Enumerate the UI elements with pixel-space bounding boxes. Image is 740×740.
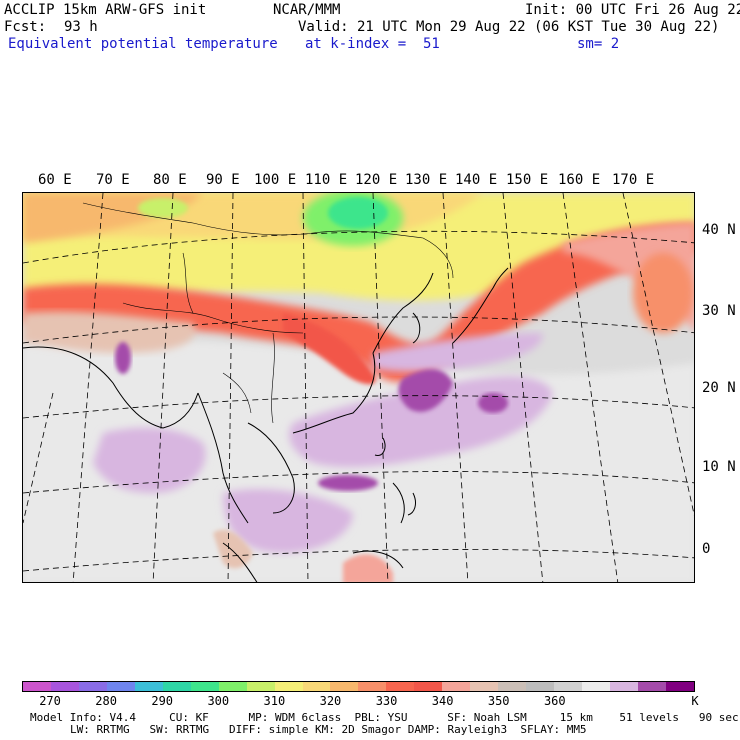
model-title: ACCLIP 15km ARW-GFS init xyxy=(4,2,207,18)
colorbar-segment xyxy=(302,682,331,691)
valid-time: Valid: 21 UTC Mon 29 Aug 22 (06 KST Tue … xyxy=(298,19,720,35)
lat-label: 0 xyxy=(702,541,711,557)
lat-label: 40 N xyxy=(702,222,736,238)
colorbar-segment xyxy=(665,682,694,691)
lon-label: 170 E xyxy=(612,172,655,188)
colorbar-segment xyxy=(330,682,359,691)
lat-label: 20 N xyxy=(702,380,736,396)
colorbar-segment xyxy=(554,682,583,691)
colorbar-segment xyxy=(218,682,247,691)
colorbar-segment xyxy=(526,682,555,691)
center-label: NCAR/MMM xyxy=(273,2,341,18)
colorbar-tick-label: 360 xyxy=(543,694,566,708)
colorbar-tick-label: 350 xyxy=(487,694,510,708)
lon-label: 120 E xyxy=(355,172,398,188)
colorbar-tick-label: 330 xyxy=(375,694,398,708)
lon-label: 160 E xyxy=(558,172,601,188)
colorbar-segment xyxy=(274,682,303,691)
colorbar-tick-label: 280 xyxy=(95,694,117,708)
colorbar-tick-label: 310 xyxy=(263,694,286,708)
colorbar-segment xyxy=(358,682,387,691)
colorbar-unit: K xyxy=(691,694,699,708)
colorbar-segment xyxy=(106,682,135,691)
colorbar-segment xyxy=(50,682,79,691)
lon-label: 130 E xyxy=(405,172,448,188)
colorbar-segment xyxy=(470,682,499,691)
model-info-line-1: Model Info: V4.4 CU: KF MP: WDM 6class P… xyxy=(30,711,739,724)
smoothing-label: sm= 2 xyxy=(577,36,620,52)
colorbar-tick-label: 270 xyxy=(39,694,61,708)
lon-label: 140 E xyxy=(455,172,498,188)
colorbar-segment xyxy=(414,682,443,691)
colorbar-tick-label: 290 xyxy=(151,694,174,708)
colorbar-segment xyxy=(134,682,163,691)
lon-label: 90 E xyxy=(206,172,240,188)
lon-label: 100 E xyxy=(254,172,297,188)
init-time: Init: 00 UTC Fri 26 Aug 22 xyxy=(525,2,740,18)
colorbar-segment xyxy=(610,682,638,691)
colorbar-segment xyxy=(637,682,666,691)
colorbar-segment xyxy=(23,682,51,691)
map-panel xyxy=(22,192,695,583)
lon-label: 80 E xyxy=(153,172,187,188)
colorbar-segment xyxy=(78,682,107,691)
colorbar-segment xyxy=(246,682,275,691)
colorbar-segment xyxy=(190,682,219,691)
colorbar-tick-label: 340 xyxy=(431,694,454,708)
colorbar-segment xyxy=(162,682,191,691)
model-info-line-2: LW: RRTMG SW: RRTMG DIFF: simple KM: 2D … xyxy=(70,723,587,736)
colorbar-segment xyxy=(582,682,611,691)
colorbar xyxy=(22,681,695,692)
lat-label: 10 N xyxy=(702,459,736,475)
colorbar-tick-label: 300 xyxy=(207,694,230,708)
field-name: Equivalent potential temperature xyxy=(8,36,278,52)
lon-label: 60 E xyxy=(38,172,72,188)
lat-label: 30 N xyxy=(702,303,736,319)
colorbar-segment xyxy=(498,682,527,691)
lon-label: 70 E xyxy=(96,172,130,188)
lon-label: 110 E xyxy=(305,172,348,188)
colorbar-segment xyxy=(442,682,471,691)
forecast-hours: 93 h xyxy=(64,19,98,35)
colorbar-segment xyxy=(386,682,415,691)
forecast-label: Fcst: xyxy=(4,19,47,35)
theta-e-field xyxy=(23,193,694,582)
lon-label: 150 E xyxy=(506,172,549,188)
colorbar-tick-label: 320 xyxy=(319,694,342,708)
level-label: at k-index = 51 xyxy=(305,36,440,52)
